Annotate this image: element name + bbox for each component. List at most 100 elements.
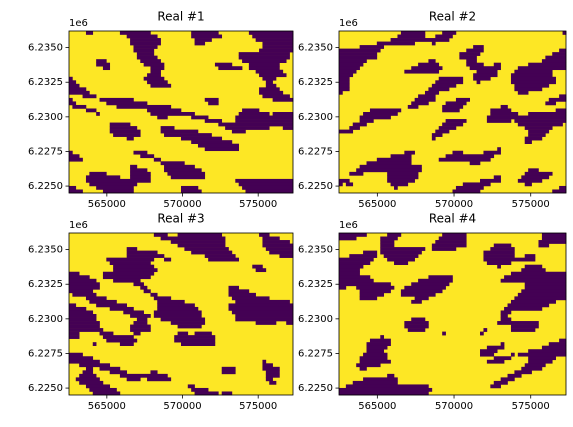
raster-cell (79, 380, 104, 385)
raster-cell (517, 352, 567, 357)
x-tick-label: 565000 (358, 199, 396, 210)
raster-cell (177, 233, 223, 237)
raster-cell (96, 112, 100, 116)
raster-cell (442, 104, 464, 109)
raster-cell (167, 171, 206, 176)
raster-cell (541, 236, 567, 241)
raster-cell (130, 168, 148, 173)
raster-cell (431, 83, 457, 88)
raster-cell (400, 289, 443, 294)
raster-cell (445, 101, 467, 106)
raster-cell (126, 34, 158, 39)
raster-cell (177, 243, 226, 248)
raster-cell (339, 278, 374, 283)
raster-cell (259, 48, 294, 53)
raster-cell (143, 76, 165, 81)
raster-cell (69, 356, 94, 361)
raster-cell (524, 182, 532, 187)
raster-cell (359, 359, 391, 364)
raster-cell (106, 338, 138, 343)
raster-cell (339, 76, 350, 81)
raster-cell (339, 282, 391, 287)
raster-cell (69, 185, 77, 190)
raster-cell (387, 171, 419, 176)
raster-cell (160, 126, 175, 130)
y-tick-label: 6.2250 (298, 383, 333, 394)
raster-cell (92, 342, 97, 346)
raster-cell (528, 112, 567, 116)
raster-cell (483, 257, 536, 262)
raster-cell (442, 331, 446, 336)
raster-cell (102, 66, 111, 71)
y-tick-label: 6.2275 (298, 146, 333, 157)
raster-cell (69, 154, 80, 159)
raster-cell (366, 161, 412, 166)
raster-cell (473, 73, 498, 78)
raster-cell (119, 31, 151, 35)
raster-cell (363, 250, 378, 255)
raster-cell (262, 94, 290, 99)
raster-cell (194, 38, 212, 42)
raster-cell (490, 247, 515, 251)
raster-cell (414, 97, 436, 102)
raster-cell (133, 45, 158, 49)
raster-cell (69, 289, 94, 294)
raster-cell (431, 41, 436, 46)
raster-cell (265, 83, 277, 88)
raster-cell (69, 317, 97, 322)
raster-cell (140, 59, 161, 63)
raster-cell (109, 122, 131, 127)
raster-cell (545, 101, 556, 106)
raster-cell (150, 292, 158, 297)
raster-cell (435, 80, 464, 85)
raster-cell (349, 171, 364, 176)
raster-cell (228, 303, 294, 308)
raster-cell (259, 90, 284, 95)
raster-cell (255, 321, 277, 325)
raster-cell (538, 243, 550, 248)
raster-cell (493, 62, 501, 67)
raster-cell (235, 317, 294, 322)
raster-cell (116, 104, 172, 109)
raster-cell (170, 175, 206, 180)
y-tick-label: 6.2300 (298, 314, 333, 325)
raster-cell (414, 296, 429, 301)
raster-cell (69, 321, 100, 325)
raster-cell (383, 254, 419, 258)
raster-cell (510, 299, 556, 304)
raster-cell (339, 59, 367, 63)
raster-cell (404, 69, 440, 74)
raster-cell (366, 345, 388, 350)
raster-cell (424, 90, 440, 95)
raster-cell (69, 331, 80, 336)
raster-cell (69, 97, 73, 102)
raster-cell (524, 126, 553, 130)
raster-cell (69, 306, 87, 311)
raster-cell (82, 370, 94, 375)
raster-cell (147, 73, 161, 78)
raster-cell (69, 314, 97, 318)
raster-cell (459, 52, 481, 56)
x-tick-label: 570000 (163, 401, 201, 412)
raster-cell (469, 66, 501, 71)
raster-cell (510, 324, 539, 329)
raster-cell (218, 66, 243, 71)
raster-cell (438, 76, 464, 81)
raster-cell (517, 122, 563, 127)
raster-cell (181, 189, 202, 194)
raster-cell (69, 282, 100, 287)
raster-cell (524, 282, 567, 287)
raster-cell (428, 59, 436, 63)
raster-cell (517, 292, 567, 297)
raster-cell (69, 310, 94, 315)
raster-cell (96, 185, 134, 190)
raster-cell (431, 133, 443, 137)
raster-cell (147, 377, 172, 382)
raster-cell (69, 278, 97, 283)
raster-cell (407, 328, 426, 332)
raster-cell (387, 175, 419, 180)
raster-cell (89, 171, 107, 176)
raster-cell (483, 254, 515, 258)
raster-cell (242, 108, 260, 113)
raster-cell (411, 66, 443, 71)
